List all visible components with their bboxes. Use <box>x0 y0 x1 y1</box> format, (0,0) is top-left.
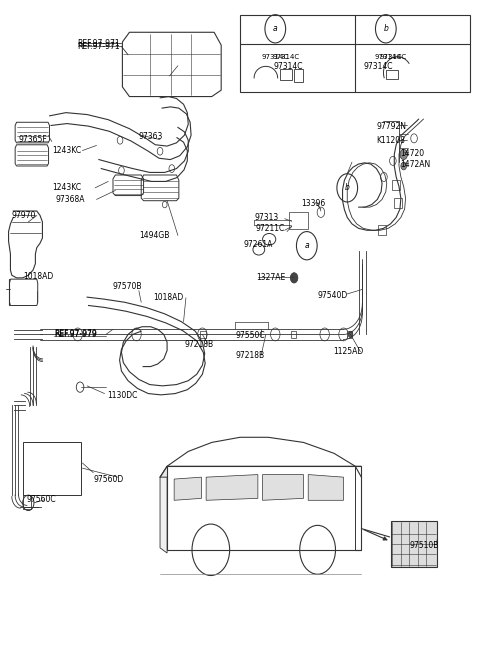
Polygon shape <box>206 474 258 501</box>
Text: b: b <box>384 24 388 33</box>
Text: 97550C: 97550C <box>235 331 265 340</box>
Polygon shape <box>160 470 167 553</box>
Text: 97314C: 97314C <box>363 62 393 72</box>
Polygon shape <box>122 32 221 96</box>
Text: 1125AD: 1125AD <box>333 347 363 356</box>
Text: 97970: 97970 <box>12 211 36 220</box>
Text: K11208: K11208 <box>376 136 405 145</box>
Text: 97314C: 97314C <box>262 54 289 60</box>
Text: 97314C: 97314C <box>273 54 300 60</box>
Polygon shape <box>167 466 361 550</box>
Text: 97560C: 97560C <box>27 495 57 504</box>
Circle shape <box>348 331 353 338</box>
FancyBboxPatch shape <box>294 69 302 82</box>
FancyBboxPatch shape <box>23 442 82 495</box>
Text: 13396: 13396 <box>301 199 325 208</box>
Text: 97314C: 97314C <box>379 54 407 60</box>
Text: 97510B: 97510B <box>409 541 439 550</box>
Text: 97261A: 97261A <box>244 240 273 249</box>
Circle shape <box>401 162 407 170</box>
Text: a: a <box>273 24 277 33</box>
Text: 97314C: 97314C <box>274 62 303 72</box>
Text: 97314C: 97314C <box>374 54 401 60</box>
Text: 1472AN: 1472AN <box>400 160 430 169</box>
Text: 1327AE: 1327AE <box>256 273 286 281</box>
FancyBboxPatch shape <box>391 521 437 567</box>
Text: 97313: 97313 <box>254 213 278 222</box>
Text: 97218B: 97218B <box>235 350 264 359</box>
Text: 1243KC: 1243KC <box>52 146 81 155</box>
Text: 97211C: 97211C <box>255 224 284 234</box>
Text: 1018AD: 1018AD <box>153 293 183 302</box>
Polygon shape <box>308 474 344 501</box>
FancyBboxPatch shape <box>240 15 470 92</box>
Polygon shape <box>174 477 202 501</box>
Text: 14720: 14720 <box>400 150 424 158</box>
Text: 97570B: 97570B <box>113 282 143 291</box>
Text: 97560D: 97560D <box>93 475 123 484</box>
Text: 97540D: 97540D <box>317 291 348 300</box>
Text: 1243KC: 1243KC <box>52 184 81 192</box>
Text: 97363: 97363 <box>139 132 163 141</box>
Text: 97792N: 97792N <box>376 122 407 131</box>
Text: a: a <box>304 241 309 250</box>
Text: 97368A: 97368A <box>56 195 85 204</box>
Circle shape <box>290 273 298 283</box>
FancyBboxPatch shape <box>386 70 397 79</box>
Text: 1018AD: 1018AD <box>24 272 54 281</box>
FancyBboxPatch shape <box>280 69 292 81</box>
Text: REF.97-979: REF.97-979 <box>54 329 97 338</box>
Text: 1494GB: 1494GB <box>139 231 169 240</box>
Polygon shape <box>263 474 303 501</box>
Text: REF.97-971: REF.97-971 <box>78 42 120 51</box>
Text: b: b <box>345 184 350 192</box>
Text: REF.97-979: REF.97-979 <box>54 330 97 339</box>
Text: 1130DC: 1130DC <box>108 391 138 400</box>
FancyBboxPatch shape <box>289 213 308 229</box>
Text: 97365F: 97365F <box>19 135 48 144</box>
Text: REF.97-971: REF.97-971 <box>78 39 120 48</box>
Polygon shape <box>160 466 361 477</box>
FancyBboxPatch shape <box>292 215 306 226</box>
Circle shape <box>400 150 408 159</box>
Text: 97218B: 97218B <box>184 340 213 348</box>
